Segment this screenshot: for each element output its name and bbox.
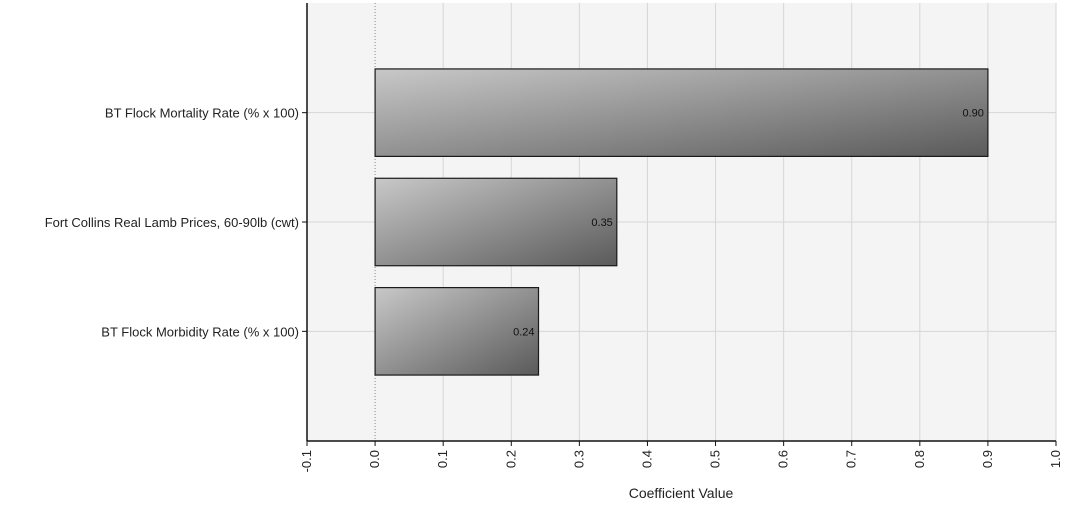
bar [374, 177, 618, 267]
bar [374, 68, 989, 158]
axes-group [302, 3, 1057, 446]
category-label: BT Flock Morbidity Rate (% x 100) [101, 324, 299, 339]
x-tick-label: 0.7 [844, 450, 859, 468]
x-tick-label: 0.9 [980, 450, 995, 468]
x-tick-label: 0.4 [639, 450, 654, 468]
x-tick-labels: -0.1 0.0 0.1 0.2 0.3 0.4 0.5 0.6 0.7 0.8 0.9 1.0 [299, 450, 1063, 472]
category-label: Fort Collins Real Lamb Prices, 60-90lb (… [45, 215, 299, 230]
x-tick-label: 0.3 [571, 450, 586, 468]
x-axis-title: Coefficient Value [629, 485, 734, 501]
bar-value-label: 0.35 [591, 217, 612, 229]
category-label: BT Flock Mortality Rate (% x 100) [105, 106, 299, 121]
bars-group: 0.90 0.35 0.24 [374, 68, 989, 376]
x-tick-label: -0.1 [299, 450, 314, 472]
x-tick-label: 0.6 [776, 450, 791, 468]
bar-value-label: 0.90 [962, 108, 983, 120]
x-tick-label: 1.0 [1048, 450, 1063, 468]
x-tick-label: 0.5 [708, 450, 723, 468]
x-tick-label: 0.0 [367, 450, 382, 468]
x-tick-label: 0.8 [912, 450, 927, 468]
bar-value-label: 0.24 [513, 326, 534, 338]
x-tick-label: 0.2 [503, 450, 518, 468]
bar [374, 287, 540, 376]
x-tick-label: 0.1 [435, 450, 450, 468]
category-labels: BT Flock Mortality Rate (% x 100) Fort Co… [45, 106, 299, 340]
